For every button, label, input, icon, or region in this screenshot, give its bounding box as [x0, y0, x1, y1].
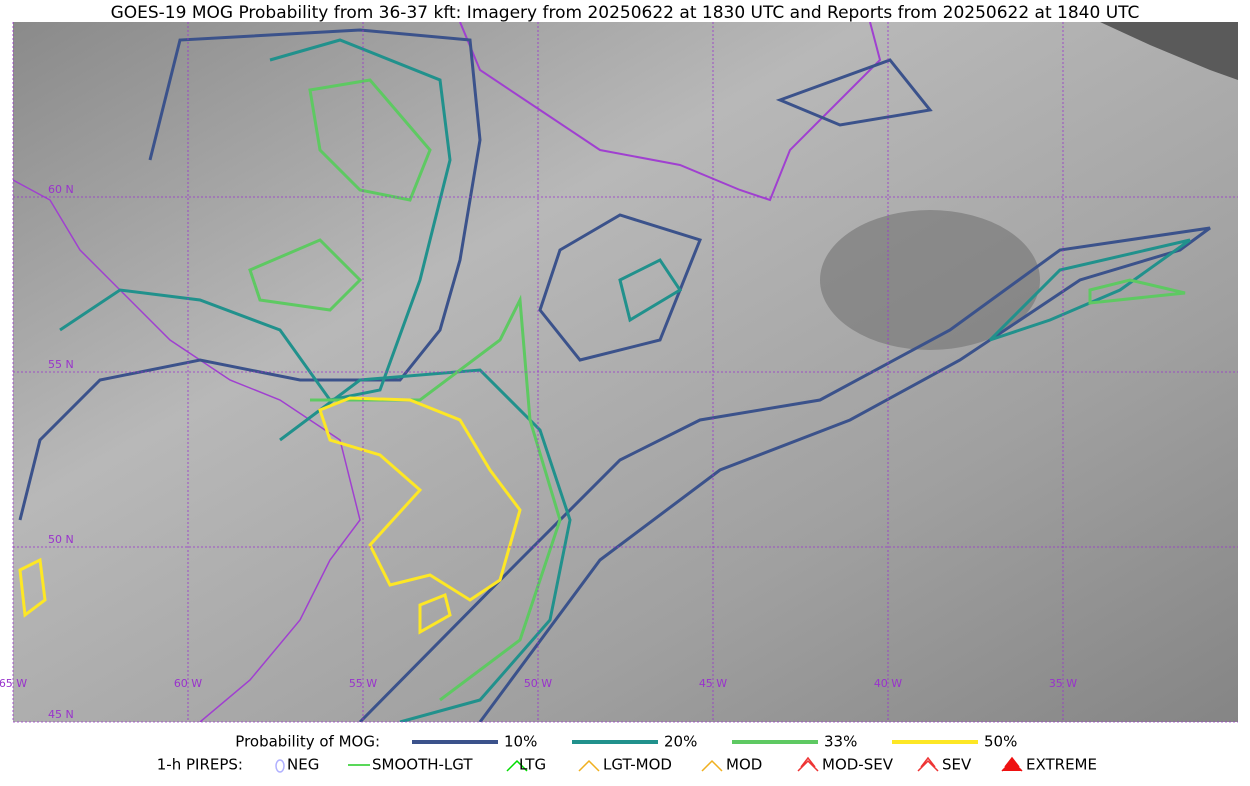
- legend-icon: [917, 756, 939, 772]
- legend-label: 50%: [984, 733, 1017, 751]
- legend-label: NEG: [287, 756, 319, 774]
- legend-label: SEV: [942, 756, 972, 774]
- graticule: 60 N 55 N 50 N 45 N 65 W 60 W 55 W 50 W 45 W 40 W…: [0, 22, 1238, 723]
- legend-label: 33%: [824, 733, 857, 751]
- title: GOES-19 MOG Probability from 36-37 kft: …: [111, 3, 1140, 23]
- legend-title: Probability of MOG:: [235, 733, 380, 751]
- legend-icon: [275, 759, 285, 773]
- legend-label: MOD-SEV: [822, 756, 894, 774]
- no-data: [1100, 22, 1238, 80]
- latitude-label: 50 N: [48, 533, 74, 546]
- longitude-label: 60 W: [174, 677, 202, 690]
- longitude-label: 55 W: [349, 677, 377, 690]
- dry-slot: [820, 210, 1040, 350]
- longitude-label: 45 W: [699, 677, 727, 690]
- legend-icon: [701, 759, 723, 772]
- coastline: [13, 179, 361, 722]
- legend-label: SMOOTH-LGT: [372, 756, 473, 774]
- legend-label: MOD: [726, 756, 762, 774]
- legend: Probability of MOG: 1-h PIREPS: 10% 20% 33…: [157, 733, 1097, 774]
- legend-icon: [506, 759, 528, 772]
- contours: [18, 28, 1211, 722]
- latitude-label: 55 N: [48, 358, 74, 371]
- longitude-label: 35 W: [1049, 677, 1077, 690]
- coastline: [459, 22, 882, 202]
- legend-label: 20%: [664, 733, 697, 751]
- legend-label: EXTREME: [1026, 756, 1097, 774]
- latitude-label: 60 N: [48, 183, 74, 196]
- legend-label: LGT-MOD: [603, 756, 672, 774]
- longitude-label: 65 W: [0, 677, 27, 690]
- legend-title: 1-h PIREPS:: [157, 756, 243, 774]
- legend-icon: [797, 756, 819, 772]
- longitude-label: 50 W: [524, 677, 552, 690]
- legend-label: LTG: [519, 756, 546, 774]
- legend-icon: [1001, 756, 1023, 772]
- legend-icon: [578, 759, 600, 772]
- legend-label: 10%: [504, 733, 537, 751]
- latitude-label: 45 N: [48, 708, 74, 721]
- longitude-label: 40 W: [874, 677, 902, 690]
